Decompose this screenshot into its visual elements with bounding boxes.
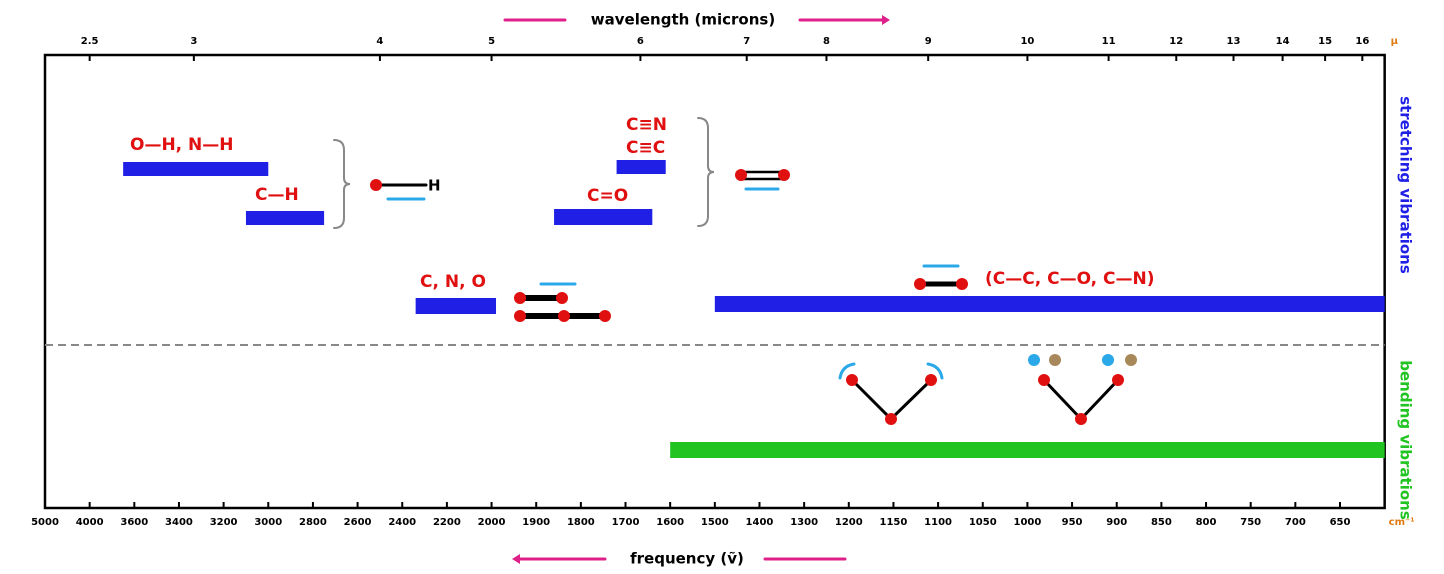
x-tick-label: 1800 <box>567 517 595 528</box>
top-tick-label: 14 <box>1276 36 1290 47</box>
top-tick-label: 11 <box>1102 36 1116 47</box>
motion-dot <box>1125 354 1137 366</box>
x-tick-label: 2600 <box>344 517 372 528</box>
x-tick-label: 4000 <box>76 517 104 528</box>
top-tick-label: 15 <box>1318 36 1332 47</box>
arrow <box>838 362 856 380</box>
plot-frame <box>43 53 1386 510</box>
band <box>670 442 1385 458</box>
top-tick-label: 5 <box>488 36 495 47</box>
band-label: C—H <box>255 185 299 205</box>
motion-dot <box>1028 354 1040 366</box>
band-label: C≡N <box>626 115 667 135</box>
top-tick-label: 7 <box>743 36 750 47</box>
x-tick-label: 1100 <box>924 517 952 528</box>
x-tick-label: 3000 <box>254 517 282 528</box>
arrow-head <box>882 15 890 25</box>
group-label: stretching vibrations <box>1397 96 1415 274</box>
bracket <box>697 117 715 227</box>
x-tick-label: 1200 <box>835 517 863 528</box>
x-tick-label: 1150 <box>880 517 908 528</box>
atom <box>514 292 526 304</box>
atom <box>1112 374 1124 386</box>
top-tick-label: 6 <box>637 36 644 47</box>
x-tick-label: 2000 <box>478 517 506 528</box>
top-tick-label: 8 <box>823 36 830 47</box>
group-label: bending vibrations <box>1397 360 1415 520</box>
top-title: wavelength (microns) <box>591 11 775 29</box>
x-tick-label: 3400 <box>165 517 193 528</box>
top-tick-label: 9 <box>925 36 932 47</box>
x-tick-label: 2400 <box>388 517 416 528</box>
atom <box>735 169 747 181</box>
x-tick-label: 700 <box>1285 517 1306 528</box>
x-tick-label: 850 <box>1151 517 1172 528</box>
top-tick-label: 4 <box>376 36 383 47</box>
x-tick-label: 2800 <box>299 517 327 528</box>
band-label: O—H, N—H <box>130 135 234 155</box>
x-tick-label: 1500 <box>701 517 729 528</box>
atom <box>370 179 382 191</box>
atom <box>558 310 570 322</box>
top-tick-label: 12 <box>1169 36 1183 47</box>
atom <box>914 278 926 290</box>
top-tick-label: 16 <box>1355 36 1369 47</box>
x-tick-label: 1700 <box>612 517 640 528</box>
h-atom: H <box>428 177 441 195</box>
atom <box>956 278 968 290</box>
atom <box>514 310 526 322</box>
x-unit: cm⁻¹ <box>1389 517 1415 528</box>
x-tick-label: 5000 <box>31 517 59 528</box>
motion-dot <box>1102 354 1114 366</box>
x-tick-label: 650 <box>1330 517 1351 528</box>
x-tick-label: 1900 <box>522 517 550 528</box>
band <box>714 296 1385 312</box>
atom <box>1075 413 1087 425</box>
band <box>616 160 666 174</box>
atom <box>778 169 790 181</box>
band <box>245 211 325 225</box>
bracket <box>333 139 351 229</box>
band <box>415 298 497 314</box>
x-title: frequency (ṽ) <box>630 550 744 568</box>
x-tick-label: 750 <box>1240 517 1261 528</box>
arrow-head <box>512 554 520 564</box>
atom <box>556 292 568 304</box>
x-tick-label: 2200 <box>433 517 461 528</box>
band-label: (C—C, C—O, C—N) <box>985 269 1155 289</box>
top-tick-label: 3 <box>190 36 197 47</box>
x-tick-label: 950 <box>1062 517 1083 528</box>
x-tick-label: 1000 <box>1013 517 1041 528</box>
x-tick-label: 3600 <box>120 517 148 528</box>
top-tick-label: 13 <box>1227 36 1241 47</box>
x-tick-label: 1050 <box>969 517 997 528</box>
molecule-icons: H <box>333 15 1137 564</box>
band-label: C, N, O <box>420 272 486 292</box>
atom <box>599 310 611 322</box>
atom <box>1038 374 1050 386</box>
top-unit: µ <box>1391 36 1399 47</box>
x-tick-label: 800 <box>1196 517 1217 528</box>
atom <box>885 413 897 425</box>
motion-dot <box>1049 354 1061 366</box>
x-tick-label: 1600 <box>656 517 684 528</box>
top-tick-label: 10 <box>1020 36 1034 47</box>
atom <box>925 374 937 386</box>
x-tick-label: 900 <box>1106 517 1127 528</box>
band <box>554 209 653 225</box>
band-label: C≡C <box>626 138 665 158</box>
band <box>123 162 269 176</box>
x-tick-label: 1300 <box>790 517 818 528</box>
top-tick-label: 2.5 <box>81 36 99 47</box>
atom <box>846 374 858 386</box>
x-tick-label: 1400 <box>746 517 774 528</box>
band-label: C=O <box>587 186 628 206</box>
x-tick-label: 3200 <box>210 517 238 528</box>
arrow <box>926 362 944 380</box>
